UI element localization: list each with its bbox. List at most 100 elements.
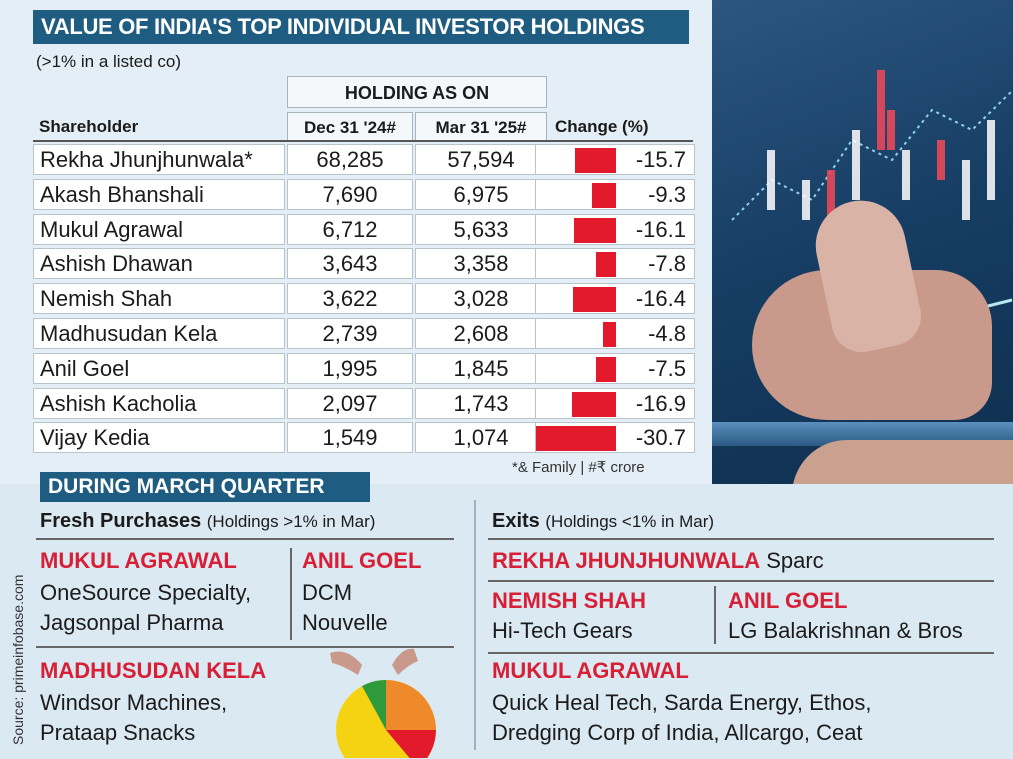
exits-title-note: (Holdings <1% in Mar) bbox=[545, 512, 715, 531]
change-cell: -15.7 bbox=[535, 144, 695, 175]
change-bar bbox=[574, 217, 616, 243]
change-percent: -16.4 bbox=[635, 286, 686, 312]
table-row: Akash Bhanshali 7,690 6,975 -9.3 bbox=[33, 178, 697, 210]
exit-rekha: REKHA JHUNJHUNWALA Sparc bbox=[492, 548, 824, 574]
holding-dec24: 2,739 bbox=[287, 318, 413, 349]
holding-dec24: 68,285 bbox=[287, 144, 413, 175]
table-row: Nemish Shah 3,622 3,028 -16.4 bbox=[33, 283, 697, 315]
holding-mar25: 6,975 bbox=[415, 178, 547, 210]
source-credit: Source: primeinfobase.com bbox=[10, 574, 26, 745]
section-divider bbox=[474, 500, 476, 750]
holding-dec24: 1,549 bbox=[287, 422, 413, 454]
holding-mar25: 57,594 bbox=[415, 144, 547, 175]
exit-anil-name: ANIL GOEL bbox=[728, 588, 848, 613]
holding-mar25: 5,633 bbox=[415, 213, 547, 245]
holding-mar25: 1,845 bbox=[415, 352, 547, 384]
fresh-mukul-line2: Jagsonpal Pharma bbox=[40, 610, 224, 635]
holding-mar25: 3,358 bbox=[415, 248, 547, 280]
change-bar bbox=[573, 287, 616, 313]
change-percent: -30.7 bbox=[635, 425, 686, 451]
shareholder-name: Rekha Jhunjhunwala* bbox=[33, 144, 285, 175]
change-cell: -4.8 bbox=[535, 318, 695, 349]
fresh-kela-line2: Prataap Snacks bbox=[40, 720, 196, 745]
exit-rekha-name: REKHA JHUNJHUNWALA bbox=[492, 548, 761, 573]
change-cell: -30.7 bbox=[535, 422, 695, 454]
fresh-title-text: Fresh Purchases bbox=[40, 510, 202, 532]
exits-title: Exits (Holdings <1% in Mar) bbox=[492, 510, 714, 533]
fresh-kela-line1: Windsor Machines, bbox=[40, 690, 228, 715]
holding-mar25: 2,608 bbox=[415, 318, 547, 349]
holding-dec24: 6,712 bbox=[287, 213, 413, 245]
holding-dec24: 2,097 bbox=[287, 387, 413, 419]
exits-divider-3 bbox=[488, 652, 994, 654]
col-header-shareholder: Shareholder bbox=[39, 117, 139, 136]
shareholder-name: Madhusudan Kela bbox=[33, 318, 285, 349]
section-heading: DURING MARCH QUARTER bbox=[40, 472, 370, 502]
exit-nemish-company: Hi-Tech Gears bbox=[492, 618, 633, 643]
change-bar bbox=[575, 148, 616, 173]
table-row: Ashish Dhawan 3,643 3,358 -7.8 bbox=[33, 248, 697, 280]
holding-dec24: 1,995 bbox=[287, 352, 413, 384]
pie-chart-icon bbox=[336, 680, 436, 758]
holding-mar25: 1,074 bbox=[415, 422, 547, 454]
exit-mukul-line2: Dredging Corp of India, Allcargo, Ceat bbox=[492, 720, 863, 745]
exit-mukul-line1: Quick Heal Tech, Sarda Energy, Ethos, bbox=[492, 690, 872, 715]
fresh-title-note: (Holdings >1% in Mar) bbox=[206, 512, 376, 531]
chart-title: VALUE OF INDIA'S TOP INDIVIDUAL INVESTOR… bbox=[33, 10, 689, 44]
march-quarter-panel bbox=[0, 484, 1013, 759]
col-header-change: Change (%) bbox=[555, 117, 649, 136]
exit-mukul-name: MUKUL AGRAWAL bbox=[492, 658, 689, 683]
exits-divider-2 bbox=[488, 580, 994, 582]
stock-trading-photo bbox=[712, 0, 1013, 540]
fresh-column-divider bbox=[290, 548, 292, 640]
table-row: Rekha Jhunjhunwala* 68,285 57,594 -15.7 bbox=[33, 144, 697, 175]
change-bar bbox=[595, 252, 616, 278]
table-row: Madhusudan Kela 2,739 2,608 -4.8 bbox=[33, 318, 697, 349]
fresh-anil-line1: DCM bbox=[302, 580, 353, 605]
fresh-mukul-line1: OneSource Specialty, bbox=[40, 580, 252, 605]
change-percent: -7.8 bbox=[648, 251, 686, 277]
change-bar bbox=[536, 426, 616, 452]
change-cell: -7.8 bbox=[535, 248, 695, 280]
holding-dec24: 3,622 bbox=[287, 283, 413, 315]
fresh-anil-name: ANIL GOEL bbox=[302, 548, 422, 573]
header-divider bbox=[33, 140, 693, 142]
shareholder-name: Vijay Kedia bbox=[33, 422, 285, 454]
change-cell: -16.1 bbox=[535, 213, 695, 245]
fresh-anil-line2: Nouvelle bbox=[302, 610, 388, 635]
table-row: Vijay Kedia 1,549 1,074 -30.7 bbox=[33, 422, 697, 454]
change-percent: -9.3 bbox=[648, 181, 686, 207]
fresh-divider-2 bbox=[36, 646, 454, 648]
fresh-mukul-name: MUKUL AGRAWAL bbox=[40, 548, 237, 573]
fresh-kela-name: MADHUSUDAN KELA bbox=[40, 658, 267, 683]
exits-divider bbox=[488, 538, 994, 540]
change-cell: -7.5 bbox=[535, 352, 695, 384]
exit-anil-company: LG Balakrishnan & Bros bbox=[728, 618, 963, 643]
table-row: Anil Goel 1,995 1,845 -7.5 bbox=[33, 352, 697, 384]
change-cell: -16.4 bbox=[535, 283, 695, 315]
shareholder-name: Ashish Kacholia bbox=[33, 387, 285, 419]
shareholder-name: Mukul Agrawal bbox=[33, 213, 285, 245]
change-percent: -16.9 bbox=[635, 390, 686, 416]
change-percent: -4.8 bbox=[648, 321, 686, 346]
footnote: *& Family | #₹ crore bbox=[512, 459, 645, 476]
change-cell: -9.3 bbox=[535, 178, 695, 210]
chart-subtitle: (>1% in a listed co) bbox=[36, 52, 182, 71]
table-row: Ashish Kacholia 2,097 1,743 -16.9 bbox=[33, 387, 697, 419]
holding-dec24: 3,643 bbox=[287, 248, 413, 280]
exits-column-divider bbox=[714, 586, 716, 644]
change-bar bbox=[591, 182, 616, 208]
change-percent: -7.5 bbox=[648, 355, 686, 381]
holdings-table: HOLDING AS ON Shareholder Dec 31 '24# Ma… bbox=[33, 74, 697, 484]
change-bar bbox=[596, 356, 616, 382]
exit-nemish-name: NEMISH SHAH bbox=[492, 588, 647, 613]
shareholder-name: Akash Bhanshali bbox=[33, 178, 285, 210]
change-cell: -16.9 bbox=[535, 387, 695, 419]
col-header-dec24: Dec 31 '24# bbox=[287, 112, 413, 142]
col-header-mar25: Mar 31 '25# bbox=[415, 112, 547, 142]
fresh-purchases-title: Fresh Purchases (Holdings >1% in Mar) bbox=[40, 510, 375, 533]
hands-graphic bbox=[330, 648, 418, 675]
shareholder-name: Nemish Shah bbox=[33, 283, 285, 315]
shareholder-name: Anil Goel bbox=[33, 352, 285, 384]
exit-rekha-company: Sparc bbox=[760, 548, 824, 573]
